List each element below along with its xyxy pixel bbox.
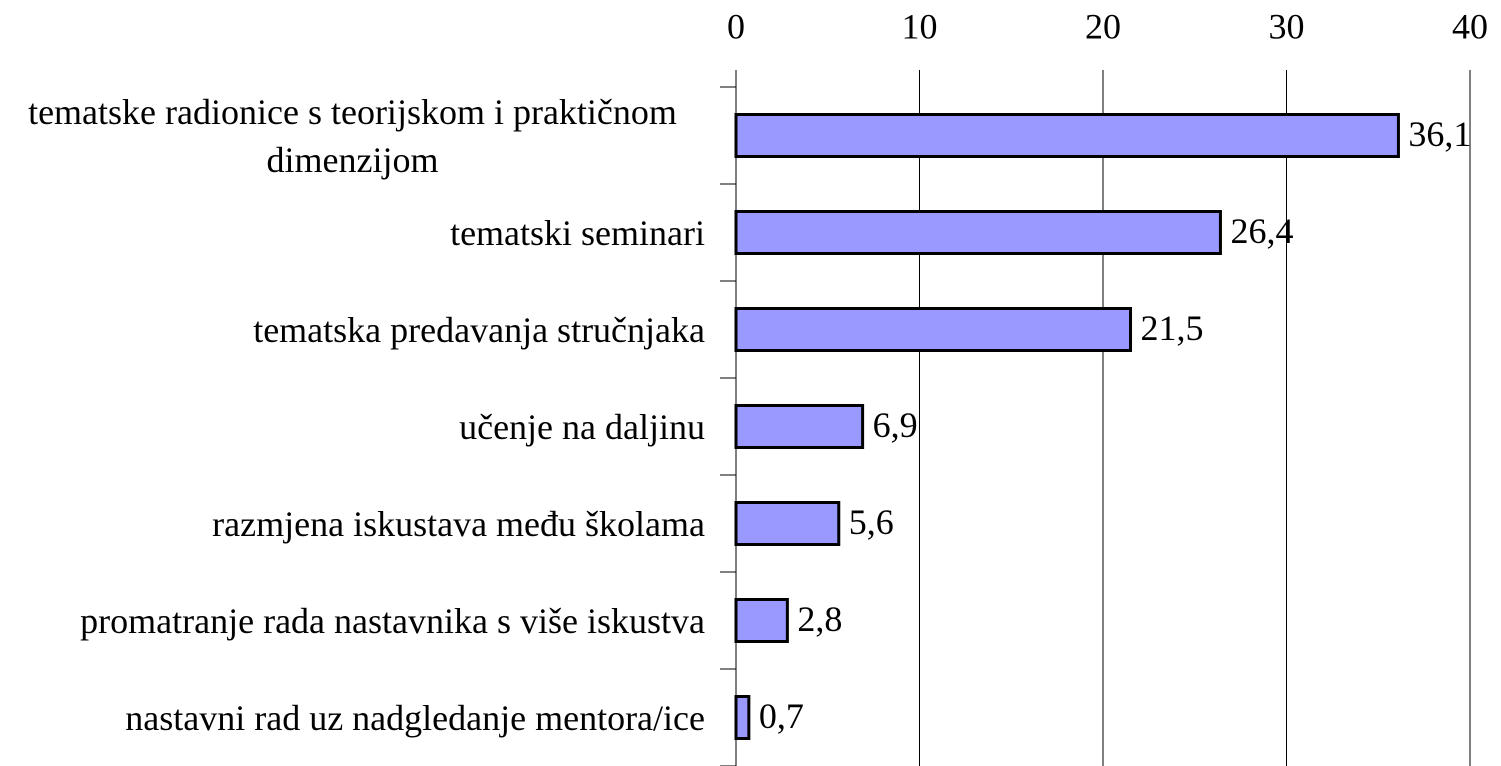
category-label: tematska predavanja stručnjaka	[0, 306, 705, 354]
category-text: tematski seminari	[450, 212, 705, 253]
value-label: 2,8	[797, 599, 842, 639]
category-text: razmjena iskustava među školama	[212, 503, 705, 544]
category-label: nastavni rad uz nadgledanje mentora/ice	[0, 694, 705, 742]
value-label: 21,5	[1141, 308, 1204, 348]
category-text: tematska predavanja stručnjaka	[253, 309, 705, 350]
bar	[734, 501, 841, 546]
x-tick-label: 20	[1085, 6, 1121, 46]
category-label: promatranje rada nastavnika s više iskus…	[0, 597, 705, 645]
category-text: promatranje rada nastavnika s više iskus…	[80, 600, 705, 641]
bar	[734, 210, 1222, 255]
x-tick-label: 10	[902, 6, 938, 46]
bar	[734, 113, 1400, 158]
value-label: 6,9	[873, 405, 918, 445]
bar	[734, 598, 789, 643]
bar	[734, 695, 751, 740]
category-label: tematske radionice s teorijskom i prakti…	[0, 88, 705, 184]
value-label: 36,1	[1408, 114, 1471, 154]
x-tick-label: 0	[727, 6, 745, 46]
category-text: tematske radionice s teorijskom i prakti…	[28, 91, 677, 180]
bar	[734, 404, 865, 449]
category-label: tematski seminari	[0, 209, 705, 257]
x-tick-label: 30	[1269, 6, 1305, 46]
category-text: nastavni rad uz nadgledanje mentora/ice	[125, 697, 705, 738]
value-label: 5,6	[849, 502, 894, 542]
category-label: učenje na daljinu	[0, 403, 705, 451]
x-tick-label: 40	[1452, 6, 1488, 46]
category-label: razmjena iskustava među školama	[0, 500, 705, 548]
value-label: 26,4	[1230, 211, 1293, 251]
value-label: 0,7	[759, 696, 804, 736]
category-text: učenje na daljinu	[459, 406, 705, 447]
bar	[734, 307, 1133, 352]
